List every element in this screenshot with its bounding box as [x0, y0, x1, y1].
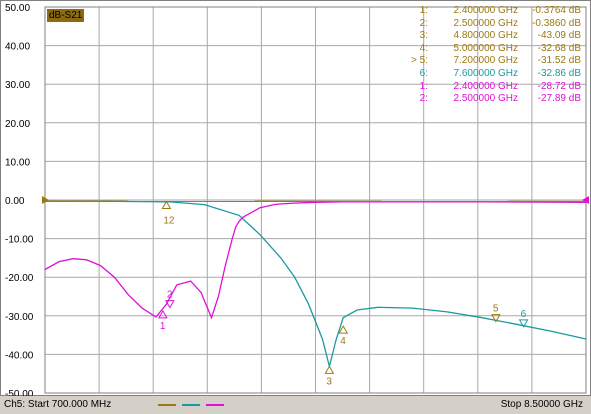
marker-row: 3: 4.800000 GHz -43.09 dB	[383, 30, 581, 43]
marker-triangle	[338, 325, 349, 334]
marker-row: 1: 2.400000 GHz -0.3764 dB	[383, 5, 581, 18]
marker-row: > 5: 7.200000 GHz -31.52 dB	[383, 55, 581, 68]
marker-idx: 3:	[419, 30, 428, 42]
marker-idx: > 5:	[411, 55, 428, 67]
marker-idx: 1:	[419, 80, 428, 92]
reference-arrow-left	[42, 196, 49, 204]
marker-freq: 2.400000 GHz	[453, 80, 519, 92]
marker-freq: 5.000000 GHz	[453, 42, 519, 54]
marker-row: 2: 2.500000 GHz -0.3860 dB	[383, 18, 581, 31]
marker-idx: 2:	[419, 93, 428, 105]
marker-triangle	[518, 319, 529, 328]
y-tick-label: 40.00	[5, 42, 30, 53]
y-tick-label: 30.00	[5, 80, 30, 91]
marker-triangle	[158, 309, 168, 319]
marker-label: 5	[493, 304, 499, 315]
marker-val: -32.68 dB	[537, 42, 581, 54]
plot-area[interactable]: 50.00 40.00 30.00 20.00 10.00 0.00 -10.00 -20.0…	[0, 0, 591, 397]
marker-label: 4	[340, 336, 346, 347]
marker-freq: 2.500000 GHz	[453, 93, 519, 105]
marker-triangle	[161, 200, 172, 209]
marker-freq: 7.600000 GHz	[453, 67, 519, 79]
s21-chart: 50.00 40.00 30.00 20.00 10.00 0.00 -10.00 -20.0…	[5, 3, 589, 397]
marker-val: -0.3860 dB	[532, 17, 581, 29]
marker-label: 12	[163, 215, 175, 226]
marker-freq: 2.400000 GHz	[453, 5, 519, 16]
y-tick-label: 10.00	[5, 157, 30, 168]
reference-arrow-right	[582, 196, 589, 204]
stop-freq-label: Stop 8.50000 GHz	[500, 399, 583, 410]
marker-val: -43.09 dB	[537, 30, 581, 42]
marker-triangle	[164, 300, 175, 309]
trace-swatch-gold	[158, 404, 176, 406]
marker-idx: 1:	[419, 5, 428, 16]
marker-row: 4: 5.000000 GHz -32.68 dB	[383, 43, 581, 56]
marker-freq: 7.200000 GHz	[453, 55, 519, 67]
marker-row: 1: 2.400000 GHz -28.72 dB	[383, 81, 581, 94]
y-tick-label: -30.00	[5, 312, 34, 323]
trace-label-badge[interactable]: dB-S21	[47, 9, 85, 22]
marker-val: -0.3764 dB	[532, 5, 581, 16]
series-line-1	[44, 201, 587, 320]
marker-idx: 4:	[419, 42, 428, 54]
status-bar: Ch5: Start 700.000 MHz Stop 8.50000 GHz	[0, 396, 591, 414]
marker-val: -32.86 dB	[537, 67, 581, 79]
channel-start-label: Ch5: Start 700.000 MHz	[4, 399, 112, 410]
y-tick-label: -10.00	[5, 235, 34, 246]
marker-idx: 2:	[419, 17, 428, 29]
marker-label: 6	[521, 309, 527, 320]
marker-row: 6: 7.600000 GHz -32.86 dB	[383, 68, 581, 81]
trace-swatch-magenta	[206, 404, 224, 406]
y-tick-label: -50.00	[5, 389, 34, 397]
marker-label: 1	[160, 321, 166, 332]
marker-val: -28.72 dB	[537, 80, 581, 92]
y-tick-label: 20.00	[5, 119, 30, 130]
y-tick-label: -40.00	[5, 350, 34, 361]
marker-freq: 4.800000 GHz	[453, 30, 519, 42]
marker-label: 2	[167, 290, 173, 301]
marker-row: 2: 2.500000 GHz -27.89 dB	[383, 93, 581, 106]
y-tick-label: 50.00	[5, 3, 30, 14]
y-tick-label: 0.00	[5, 196, 25, 207]
marker-idx: 6:	[419, 67, 428, 79]
marker-triangle	[490, 314, 501, 323]
marker-triangle	[324, 365, 335, 374]
marker-label: 3	[326, 376, 332, 387]
y-tick-label: -20.00	[5, 273, 34, 284]
trace-swatch-cyan	[182, 404, 200, 406]
marker-val: -27.89 dB	[537, 93, 581, 105]
marker-freq: 2.500000 GHz	[453, 17, 519, 29]
marker-val: -31.52 dB	[537, 55, 581, 67]
marker-readout-table: 1: 2.400000 GHz -0.3764 dB 2: 2.500000 GHz -0…	[383, 5, 581, 106]
